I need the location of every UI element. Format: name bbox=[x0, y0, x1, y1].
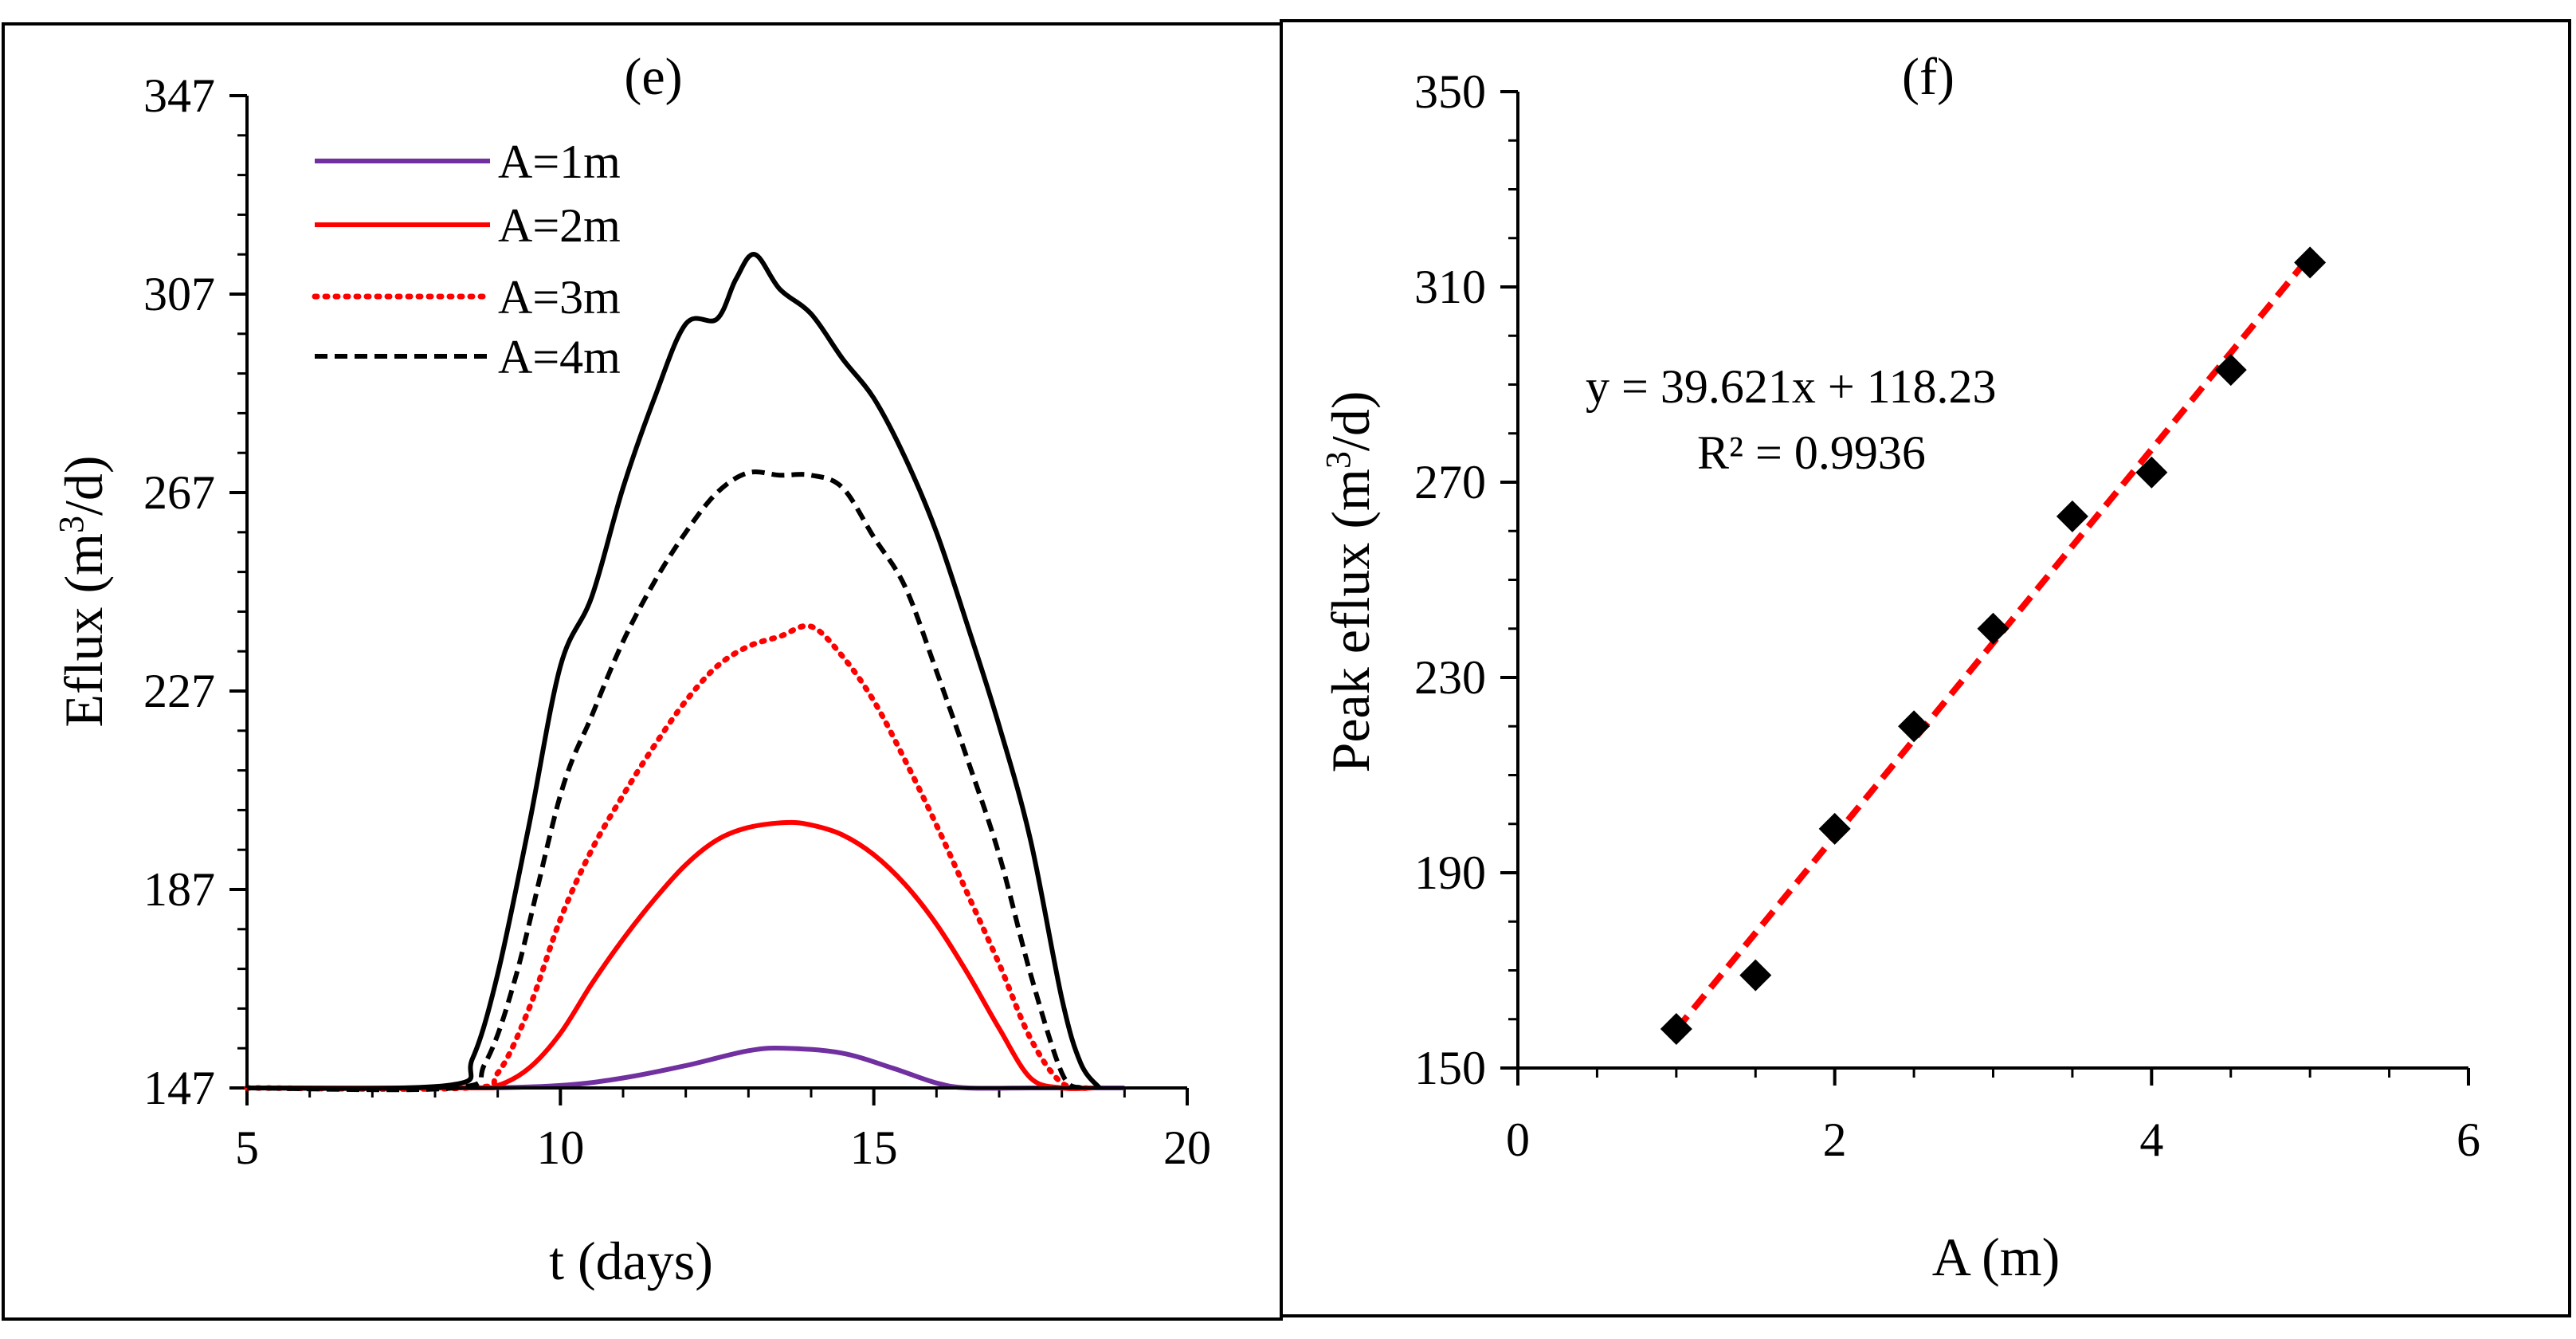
panel-e-legend: A=1m A=2m A=3m A=4m bbox=[312, 135, 621, 383]
legend-label-a1: A=1m bbox=[498, 135, 621, 188]
panel-f-chart: (f) 150 190 230 270 310 350 0 2 4 6 A (m) Peak ef… bbox=[1319, 48, 2480, 1287]
panel-f-y-tick-label: 270 bbox=[1414, 456, 1486, 509]
scatter-point bbox=[2214, 354, 2247, 387]
scatter-point bbox=[1977, 612, 2009, 645]
trendline-equation: y = 39.621x + 118.23 bbox=[1586, 360, 1996, 413]
panel-f-frame bbox=[1280, 19, 2571, 1317]
legend-label-a4: A=4m bbox=[498, 331, 621, 383]
panel-f-x-axis-title: A (m) bbox=[1932, 1227, 2060, 1287]
panel-f-y-tick-label: 230 bbox=[1414, 651, 1486, 704]
panel-f-y-tick-label: 350 bbox=[1414, 65, 1486, 118]
legend-label-a2: A=2m bbox=[498, 199, 621, 252]
panel-e-y-title-sup: 3 bbox=[52, 516, 91, 533]
panel-e-y-tick-label: 147 bbox=[143, 1062, 215, 1114]
scatter-point bbox=[2294, 246, 2327, 279]
panel-f-x-tick-label: 0 bbox=[1506, 1113, 1530, 1166]
scatter-point bbox=[1898, 710, 1931, 743]
panel-f-x-tick-label: 6 bbox=[2456, 1113, 2480, 1166]
scatter-point bbox=[2056, 500, 2088, 532]
panel-f-y-tick-label: 190 bbox=[1414, 846, 1486, 899]
scatter-point bbox=[1818, 812, 1851, 845]
series-line-a2m bbox=[246, 819, 1094, 1091]
scatter-point bbox=[1660, 1013, 1692, 1045]
panel-e-y-axis-title: Eflux (m3/d) bbox=[52, 455, 114, 727]
legend-label-a3: A=3m bbox=[498, 271, 621, 324]
panel-e-y-title-end: /d) bbox=[53, 455, 114, 516]
panel-e-x-tick-label: 10 bbox=[536, 1121, 584, 1174]
scatter-point bbox=[2135, 456, 2168, 489]
panel-f-y-axis-title: Peak eflux (m3/d) bbox=[1319, 391, 1381, 773]
panel-f-x-tick-label: 4 bbox=[2139, 1113, 2163, 1166]
panel-f-y-title-sup: 3 bbox=[1319, 451, 1358, 469]
legend-item-a2: A=2m bbox=[315, 199, 621, 252]
panel-f-y-title-main: Peak eflux (m bbox=[1320, 469, 1381, 772]
panel-e-x-axis-title: t (days) bbox=[549, 1231, 713, 1291]
panel-e-y-tick-label: 187 bbox=[143, 863, 215, 916]
scatter-point bbox=[1739, 959, 1772, 991]
legend-item-a1: A=1m bbox=[315, 135, 621, 188]
panel-e-y-tick-label: 347 bbox=[143, 69, 215, 122]
series-line-a4m bbox=[246, 469, 1083, 1093]
panel-f-title: (f) bbox=[1902, 48, 1955, 106]
panel-f-y-tick-label: 150 bbox=[1414, 1042, 1486, 1094]
panel-e-x-tick-label: 15 bbox=[850, 1121, 898, 1174]
panel-e-title: (e) bbox=[624, 48, 682, 106]
trendline-r-squared: R² = 0.9936 bbox=[1697, 426, 1926, 479]
series-line-a3m bbox=[244, 622, 1096, 1092]
legend-item-a3: A=3m bbox=[312, 271, 621, 324]
legend-item-a4: A=4m bbox=[315, 331, 621, 383]
panel-f-y-tick-label: 310 bbox=[1414, 261, 1486, 313]
series-line-a5m bbox=[246, 252, 1102, 1091]
panel-e-y-tick-label: 307 bbox=[143, 268, 215, 320]
panel-f-x-tick-label: 2 bbox=[1823, 1113, 1847, 1166]
panel-e-x-tick-label: 20 bbox=[1163, 1121, 1211, 1174]
panel-e-y-tick-label: 267 bbox=[143, 466, 215, 519]
panel-f-y-title-end: /d) bbox=[1320, 391, 1381, 452]
panel-e-x-tick-label: 5 bbox=[235, 1121, 259, 1174]
panel-e-chart: (e) 147 187 227 267 307 347 5 10 15 20 t (days) E… bbox=[52, 48, 1211, 1291]
panel-e-y-tick-label: 227 bbox=[143, 665, 215, 717]
panel-e-y-title-main: Eflux (m bbox=[53, 533, 114, 728]
series-line-a1m bbox=[246, 1045, 1125, 1091]
